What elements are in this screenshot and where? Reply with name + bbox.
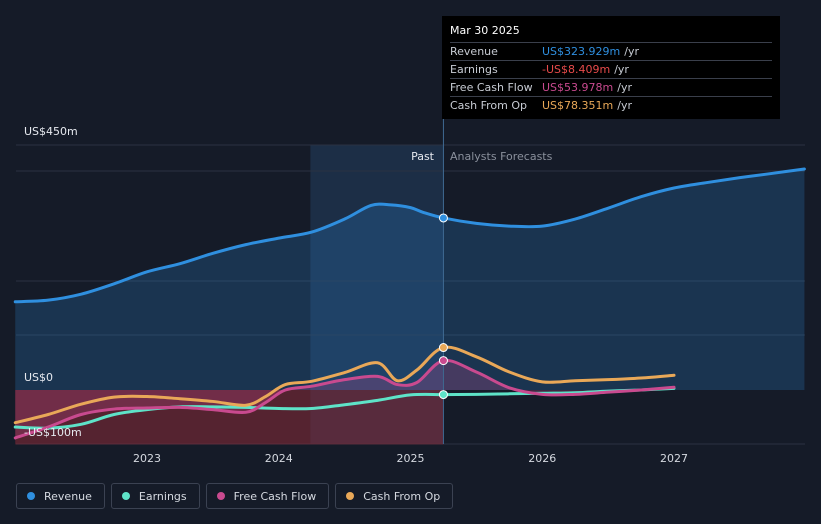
highlight-markers — [438, 213, 448, 400]
tooltip-value: US$53.978m — [542, 81, 614, 94]
tooltip-row: Cash From Op US$78.351m/yr — [450, 96, 772, 114]
tooltip-value: US$78.351m — [542, 99, 614, 112]
earnings-marker — [438, 390, 448, 400]
gridlines — [16, 144, 805, 445]
revenue-area — [15, 168, 805, 390]
legend-label: Revenue — [44, 489, 92, 503]
free-cash-flow-area — [15, 360, 674, 438]
series-fills — [15, 168, 805, 438]
tooltip-label: Earnings — [450, 63, 498, 76]
y-label-zero: US$0 — [24, 371, 53, 384]
free-cash-flow-marker — [438, 356, 448, 366]
tooltip-label: Free Cash Flow — [450, 81, 533, 94]
x-tick-label: 2023 — [133, 452, 161, 465]
tooltip-row: Free Cash Flow US$53.978m/yr — [450, 78, 772, 96]
legend-dot-icon — [346, 492, 355, 500]
cash-from-op-line — [13, 345, 676, 425]
legend-label: Earnings — [138, 489, 187, 503]
forecast-label: Analysts Forecasts — [450, 150, 553, 163]
tooltip-unit: /yr — [617, 99, 632, 112]
free-cash-flow-line — [13, 358, 676, 440]
y-label-max: US$450m — [24, 125, 78, 138]
tooltip-label: Cash From Op — [450, 99, 528, 112]
tooltip-unit: /yr — [617, 81, 632, 94]
y-label-min: -US$100m — [24, 426, 82, 439]
x-tick-label: 2026 — [528, 452, 556, 465]
x-tick-label: 2024 — [265, 452, 293, 465]
tooltip-value: -US$8.409m — [542, 63, 611, 76]
past-label: Past — [411, 150, 435, 163]
axis-labels: US$450m US$0 -US$100m Past Analysts Fore… — [24, 125, 553, 439]
legend-dot-icon — [216, 492, 225, 500]
tooltip-label: Revenue — [450, 45, 498, 58]
cash-from-op-marker — [438, 343, 448, 353]
x-tick-label: 2025 — [397, 452, 425, 465]
tooltip-row: Earnings -US$8.409m/yr — [450, 60, 772, 78]
tooltip-date: Mar 30 2025 — [450, 24, 520, 37]
tooltip-value: US$323.929m — [542, 45, 621, 58]
legend-item-earnings[interactable]: Earnings — [110, 483, 200, 509]
revenue-marker — [438, 213, 448, 223]
revenue-line — [13, 167, 806, 304]
earnings-line — [13, 386, 676, 430]
series-lines — [13, 167, 806, 440]
data-tooltip: Mar 30 2025 Revenue US$323.929m/yr Earning… — [442, 16, 780, 119]
legend-item-cash-from-op[interactable]: Cash From Op — [335, 483, 454, 509]
x-tick-label: 2027 — [660, 452, 688, 465]
legend-label: Cash From Op — [363, 489, 441, 503]
chart-legend: Revenue Earnings Free Cash Flow Cash From O… — [16, 483, 454, 509]
tooltip-row: Revenue US$323.929m/yr — [450, 42, 772, 60]
legend-item-revenue[interactable]: Revenue — [16, 483, 105, 509]
legend-dot-icon — [121, 492, 130, 500]
tooltip-unit: /yr — [624, 45, 639, 58]
x-tick-labels: 2023 2024 2025 2026 2027 — [133, 452, 688, 465]
legend-item-free-cash-flow[interactable]: Free Cash Flow — [205, 483, 330, 509]
negative-zone-fill — [15, 390, 444, 445]
tooltip-unit: /yr — [614, 63, 629, 76]
legend-dot-icon — [27, 492, 35, 500]
legend-label: Free Cash Flow — [233, 489, 317, 503]
